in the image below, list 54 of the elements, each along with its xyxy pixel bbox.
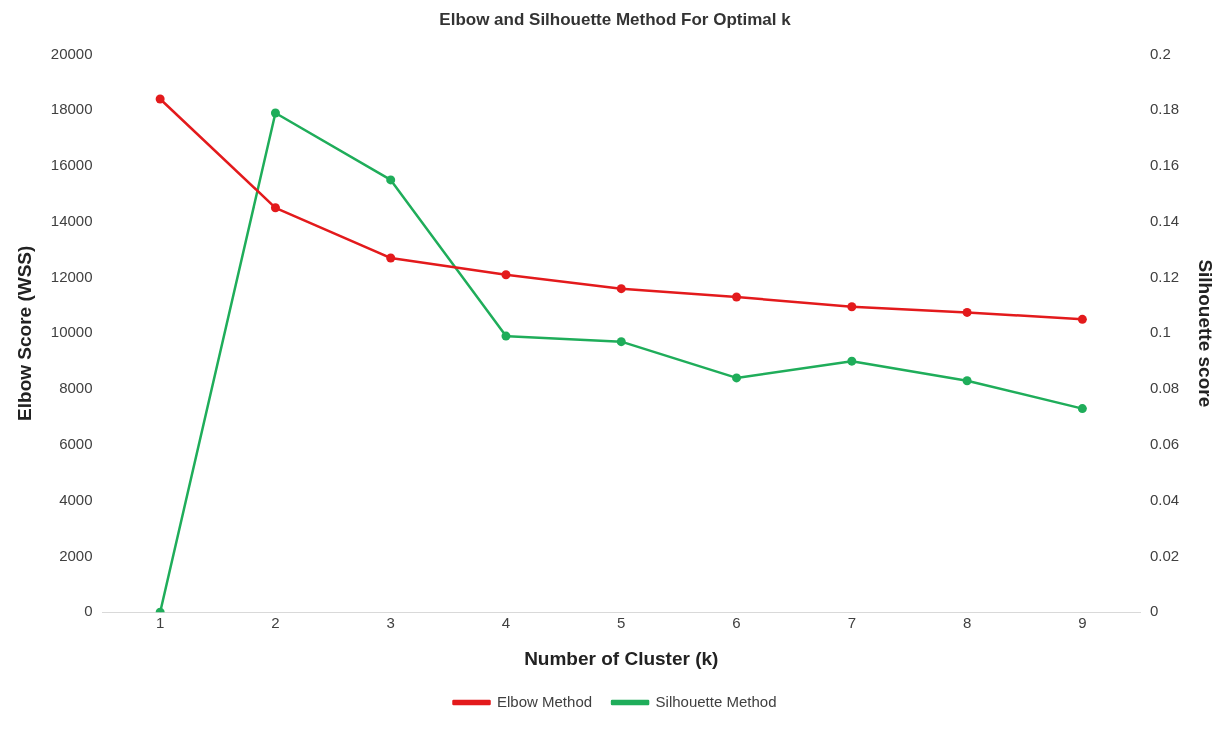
point: [847, 356, 857, 366]
x-tick-label: 5: [617, 614, 626, 632]
y-tick-label: 10000: [50, 323, 93, 341]
point: [386, 175, 396, 185]
legend-label: Elbow Method: [497, 692, 593, 710]
y-tick-label: 20000: [50, 44, 93, 62]
y2-tick-label: 0.16: [1150, 156, 1180, 174]
point: [1077, 314, 1087, 324]
y-tick-label: 12000: [50, 267, 93, 285]
y2-tick-label: 0.02: [1150, 546, 1180, 564]
y2-tick-label: 0.1: [1150, 323, 1171, 341]
y-tick-label: 16000: [50, 156, 93, 174]
y2-tick-label: 0.2: [1150, 44, 1171, 62]
point: [847, 302, 857, 312]
y2-tick-label: 0.12: [1150, 267, 1180, 285]
point: [616, 284, 626, 294]
y2-tick-label: 0.14: [1150, 211, 1180, 229]
point: [616, 337, 626, 347]
point: [732, 373, 742, 383]
point: [155, 94, 165, 104]
x-tick-label: 4: [501, 614, 511, 632]
x-tick-label: 3: [386, 614, 395, 632]
point: [501, 270, 511, 280]
y2-tick-label: 0.04: [1150, 490, 1180, 508]
x-tick-label: 8: [962, 614, 972, 632]
point: [962, 307, 972, 317]
point: [386, 253, 396, 263]
point: [270, 203, 280, 213]
y2-axis-title: Silhouette score: [1195, 259, 1217, 408]
y-tick-label: 6000: [59, 435, 93, 452]
y-tick-label: 4000: [59, 490, 93, 508]
y-tick-label: 8000: [59, 379, 93, 397]
y-tick-label: 2000: [59, 546, 93, 564]
point: [962, 376, 972, 386]
legend-label: Silhouette Method: [655, 692, 777, 710]
x-tick-label: 7: [847, 614, 856, 632]
y2-tick-label: 0.06: [1150, 435, 1180, 452]
y2-tick-label: 0.08: [1150, 379, 1180, 397]
x-axis-title: Number of Cluster (k): [524, 647, 719, 669]
y-tick-label: 0: [84, 602, 93, 620]
x-tick-label: 1: [155, 614, 165, 632]
point: [270, 108, 280, 118]
y2-tick-label: 0: [1150, 602, 1159, 620]
point: [732, 292, 742, 302]
x-tick-label: 2: [271, 614, 280, 632]
chart-title: Elbow and Silhouette Method For Optimal k: [439, 9, 792, 29]
y-axis-title: Elbow Score (WSS): [13, 245, 35, 421]
point: [1077, 404, 1087, 414]
y-tick-label: 14000: [50, 211, 93, 229]
x-tick-label: 9: [1078, 614, 1087, 632]
point: [501, 331, 511, 341]
y2-tick-label: 0.18: [1150, 100, 1180, 118]
y-tick-label: 18000: [50, 100, 93, 118]
x-tick-label: 6: [732, 614, 741, 632]
